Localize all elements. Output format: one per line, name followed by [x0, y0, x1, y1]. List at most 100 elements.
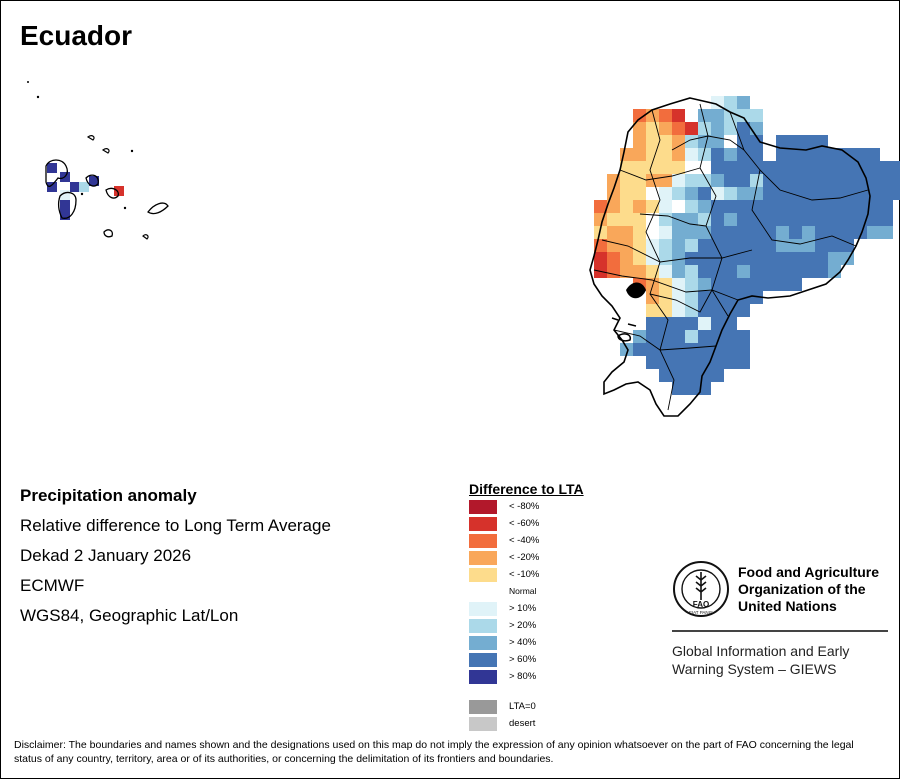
- map-cell: [620, 265, 633, 278]
- map-cell: [672, 356, 685, 369]
- anomaly-map: [27, 81, 900, 417]
- map-cell: [594, 200, 607, 213]
- map-cell: [659, 187, 672, 200]
- map-cell: [685, 252, 698, 265]
- map-cell: [724, 213, 737, 226]
- map-cell: [620, 161, 633, 174]
- map-cell: [724, 239, 737, 252]
- map-cell: [893, 161, 900, 174]
- map-cell: [737, 291, 750, 304]
- map-cell: [620, 200, 633, 213]
- map-cell: [789, 252, 802, 265]
- map-cell: [867, 226, 880, 239]
- map-cell: [789, 161, 802, 174]
- map-cell: [737, 122, 750, 135]
- map-cell: [607, 200, 620, 213]
- map-cell: [867, 148, 880, 161]
- map-cell: [724, 148, 737, 161]
- map-cell: [659, 161, 672, 174]
- map-cell: [672, 369, 685, 382]
- map-cell: [737, 278, 750, 291]
- map-cell: [802, 174, 815, 187]
- map-cell: [711, 96, 724, 109]
- map-cell: [841, 187, 854, 200]
- map-cell: [659, 265, 672, 278]
- map-cell: [737, 265, 750, 278]
- map-cell: [737, 161, 750, 174]
- map-cell: [685, 291, 698, 304]
- map-cell: [633, 148, 646, 161]
- map-cell: [750, 265, 763, 278]
- map-cell: [685, 317, 698, 330]
- map-cell: [763, 200, 776, 213]
- legend-label: > 40%: [509, 637, 537, 648]
- map-cell: [633, 200, 646, 213]
- map-cell: [698, 330, 711, 343]
- map-cell: [724, 174, 737, 187]
- map-cell: [737, 239, 750, 252]
- legend-swatch: [469, 619, 497, 633]
- map-cell: [685, 213, 698, 226]
- map-cell: [789, 200, 802, 213]
- map-cell: [698, 291, 711, 304]
- map-cell: [672, 330, 685, 343]
- map-cell: [685, 161, 698, 174]
- map-cell: [867, 213, 880, 226]
- map-cell: [659, 369, 672, 382]
- disclaimer: Disclaimer: The boundaries and names sho…: [14, 739, 854, 765]
- map-cell: [659, 135, 672, 148]
- map-cell: [737, 109, 750, 122]
- map-cell: [750, 200, 763, 213]
- map-cell: [841, 200, 854, 213]
- map-cell: [880, 187, 893, 200]
- map-cell: [737, 356, 750, 369]
- map-cell: [750, 187, 763, 200]
- map-cell: [815, 213, 828, 226]
- legend-label: < -60%: [509, 518, 540, 529]
- legend: Difference to LTA < -80% < -60% < -40% < -2…: [469, 481, 584, 731]
- map-cell: [607, 252, 620, 265]
- map-cell: [815, 239, 828, 252]
- map-cell: [737, 226, 750, 239]
- legend-swatch: [469, 500, 497, 514]
- map-cell: [672, 187, 685, 200]
- map-cell: [633, 161, 646, 174]
- map-cell: [646, 343, 659, 356]
- map-cell: [776, 135, 789, 148]
- map-cell: [646, 213, 659, 226]
- map-cell: [724, 265, 737, 278]
- map-cell: [776, 148, 789, 161]
- map-cell: [815, 200, 828, 213]
- fao-divider: [672, 630, 888, 632]
- map-cell: [672, 174, 685, 187]
- map-cell: [867, 200, 880, 213]
- map-cell: [685, 265, 698, 278]
- map-cell: [698, 96, 711, 109]
- map-cell: [854, 187, 867, 200]
- map-cell: [763, 278, 776, 291]
- map-cell: [815, 174, 828, 187]
- map-cell: [698, 278, 711, 291]
- map-cell: [698, 265, 711, 278]
- legend-swatch: [469, 534, 497, 548]
- galapagos-islands: [27, 81, 169, 240]
- legend-label: > 60%: [509, 654, 537, 665]
- map-cell: [620, 252, 633, 265]
- legend-label: < -40%: [509, 535, 540, 546]
- map-cell: [672, 343, 685, 356]
- giews-name: Global Information and Early Warning Sys…: [672, 642, 849, 678]
- legend-swatch: [469, 653, 497, 667]
- period-label: Dekad 2 January 2026: [20, 546, 192, 565]
- map-cell: [594, 252, 607, 265]
- map-cell: [698, 304, 711, 317]
- map-cell: [659, 148, 672, 161]
- map-cell: [776, 278, 789, 291]
- legend-items: < -80% < -60% < -40% < -20% < -10% Normal > 10…: [469, 500, 599, 731]
- legend-label: > 20%: [509, 620, 537, 631]
- map-cell: [789, 174, 802, 187]
- map-cell: [659, 213, 672, 226]
- map-cell: [737, 187, 750, 200]
- map-cell: [672, 304, 685, 317]
- map-cell: [737, 252, 750, 265]
- map-cell: [711, 109, 724, 122]
